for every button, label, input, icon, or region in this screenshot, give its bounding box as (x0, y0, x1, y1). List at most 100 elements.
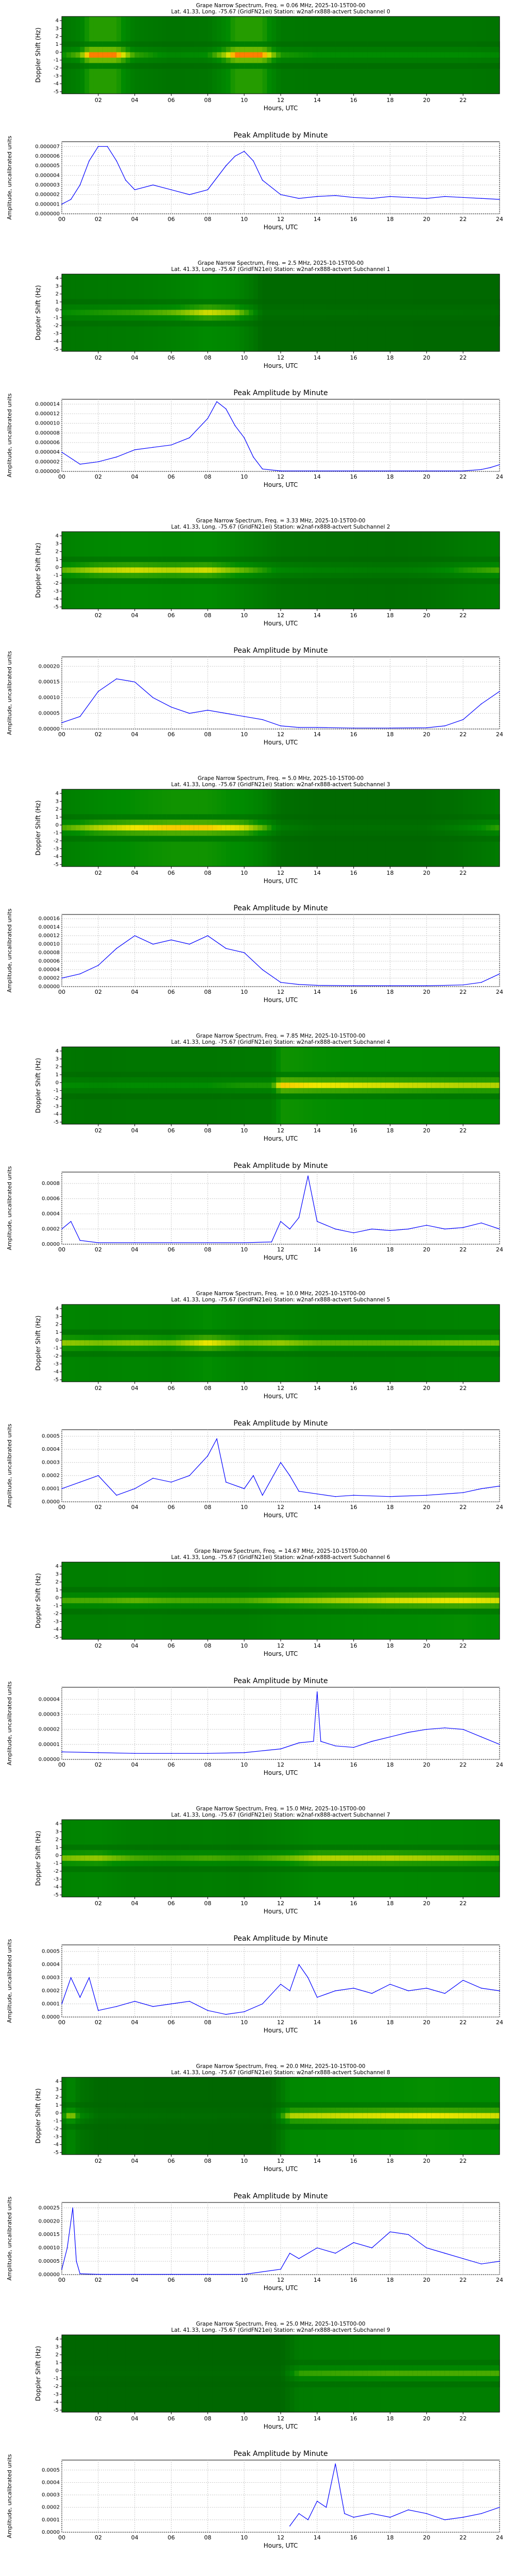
spectrogram-cell (262, 304, 268, 311)
spectrogram-cell (189, 63, 195, 69)
spectrogram-cell (166, 556, 172, 563)
spectrogram-cell (185, 57, 190, 64)
spectrogram-cell (139, 825, 144, 831)
spectrogram-cell (208, 1072, 213, 1078)
spectrogram-cell (399, 1077, 404, 1083)
line-chart-x-tick-label: 02 (95, 1246, 102, 1253)
spectrogram-cell (66, 1082, 72, 1089)
spectrogram-cell (153, 57, 158, 64)
amplitude-point (234, 156, 236, 157)
spectrogram-cell (463, 1603, 468, 1609)
spectrogram-cell (285, 1093, 290, 1099)
spectrogram-cell (180, 578, 185, 584)
amplitude-point (216, 1438, 217, 1439)
spectrogram-cell (208, 320, 213, 327)
spectrogram-cell (130, 1592, 135, 1599)
spectrogram-cell (390, 1334, 395, 1341)
spectrogram-cell (203, 578, 208, 584)
spectrogram-cell (84, 320, 90, 327)
spectrogram-cell (321, 1351, 327, 1357)
spectrogram-cell (431, 57, 436, 64)
spectrogram-cell (230, 315, 236, 321)
spectrogram-cell (166, 572, 172, 579)
spectrogram-cell (408, 830, 414, 837)
spectrogram-cell (249, 1608, 254, 1615)
spectrogram-cell (235, 825, 240, 831)
spectrogram-cell (463, 836, 468, 842)
spectrogram-cell (80, 41, 85, 47)
amplitude-point (335, 1496, 336, 1497)
spectrogram-cell (468, 1072, 473, 1078)
spectrogram-cell (139, 562, 144, 568)
spectrogram-cell (198, 825, 204, 831)
spectrogram-cell (221, 315, 227, 321)
spectrogram-cell (486, 1603, 491, 1609)
spectrogram-cell (289, 1093, 295, 1099)
spectrogram-cell (476, 1088, 482, 1094)
spectrogram-cell (376, 836, 382, 842)
spectrogram-cell (468, 1088, 473, 1094)
spectrogram-cell (221, 1329, 227, 1335)
spectrogram-cell (308, 562, 313, 568)
spectrogram-cell (289, 562, 295, 568)
spectrogram-cell (326, 1608, 331, 1615)
line-chart-x-tick-label: 00 (58, 731, 65, 738)
spectrogram-cell (212, 1608, 217, 1615)
spectrogram-cell (449, 299, 455, 305)
spectrogram-cell (472, 578, 477, 584)
spectrogram-cell (317, 1351, 322, 1357)
spectrogram-cell (93, 1082, 99, 1089)
spectrogram-cell (244, 299, 249, 305)
spectrogram-cell (148, 1850, 153, 1856)
spectrogram-cell (308, 57, 313, 64)
spectrogram-cell (217, 1603, 222, 1609)
spectrogram-cell (121, 46, 126, 53)
spectrogram-cell (171, 814, 176, 820)
spectrogram-cell (102, 1088, 108, 1094)
spectrogram-cell (440, 299, 445, 305)
spectrogram-cell (385, 57, 391, 64)
spectrogram-cell (340, 304, 345, 311)
spectrogram-cell (130, 304, 135, 311)
spectrogram-y-tick-label: -5 (54, 89, 59, 95)
spectrogram-cell (472, 1093, 477, 1099)
spectrogram-cell (335, 1077, 340, 1083)
spectrogram-cell (390, 578, 395, 584)
spectrogram-cell (239, 836, 245, 842)
spectrogram-cell (267, 299, 272, 305)
spectrogram-x-tick-label: 18 (387, 612, 394, 619)
spectrogram-cell (162, 1592, 167, 1599)
line-chart-x-tick-label: 10 (241, 989, 248, 995)
spectrogram-cell (422, 1345, 427, 1352)
amplitude-point (189, 943, 190, 945)
spectrogram-cell (422, 1082, 427, 1089)
spectrogram-cell (353, 46, 359, 53)
amplitude-point (262, 179, 263, 181)
spectrogram-cell (185, 1082, 190, 1089)
spectrogram-cell (116, 836, 122, 842)
spectrogram-cell (98, 1860, 104, 1867)
spectrogram-cell (80, 1351, 85, 1357)
spectrogram-y-tick-label: 0 (56, 822, 59, 828)
line-chart-x-tick-label: 20 (423, 1246, 430, 1253)
spectrogram-cell (166, 1088, 172, 1094)
spectrogram-cell (404, 819, 409, 826)
spectrogram-cell (125, 836, 131, 842)
spectrogram-cell (262, 41, 268, 47)
spectrogram-cell (171, 1329, 176, 1335)
line-chart-x-tick-label: 08 (204, 989, 211, 995)
spectrogram-cell (312, 46, 318, 53)
spectrogram-cell (444, 1608, 450, 1615)
spectrogram-cell (125, 825, 131, 831)
spectrogram-cell (134, 41, 140, 47)
spectrogram-cell (89, 1334, 94, 1341)
spectrogram-cell (408, 299, 414, 305)
spectrogram-cell (399, 299, 404, 305)
spectrogram-cell (221, 1345, 227, 1352)
line-chart-title: Peak Amplitude by Minute (233, 389, 328, 397)
spectrogram-cell (444, 1351, 450, 1357)
spectrogram-cell (171, 1093, 176, 1099)
spectrogram-cell (93, 63, 99, 69)
spectrogram-cell (468, 1608, 473, 1615)
spectrogram-cell (230, 567, 236, 573)
